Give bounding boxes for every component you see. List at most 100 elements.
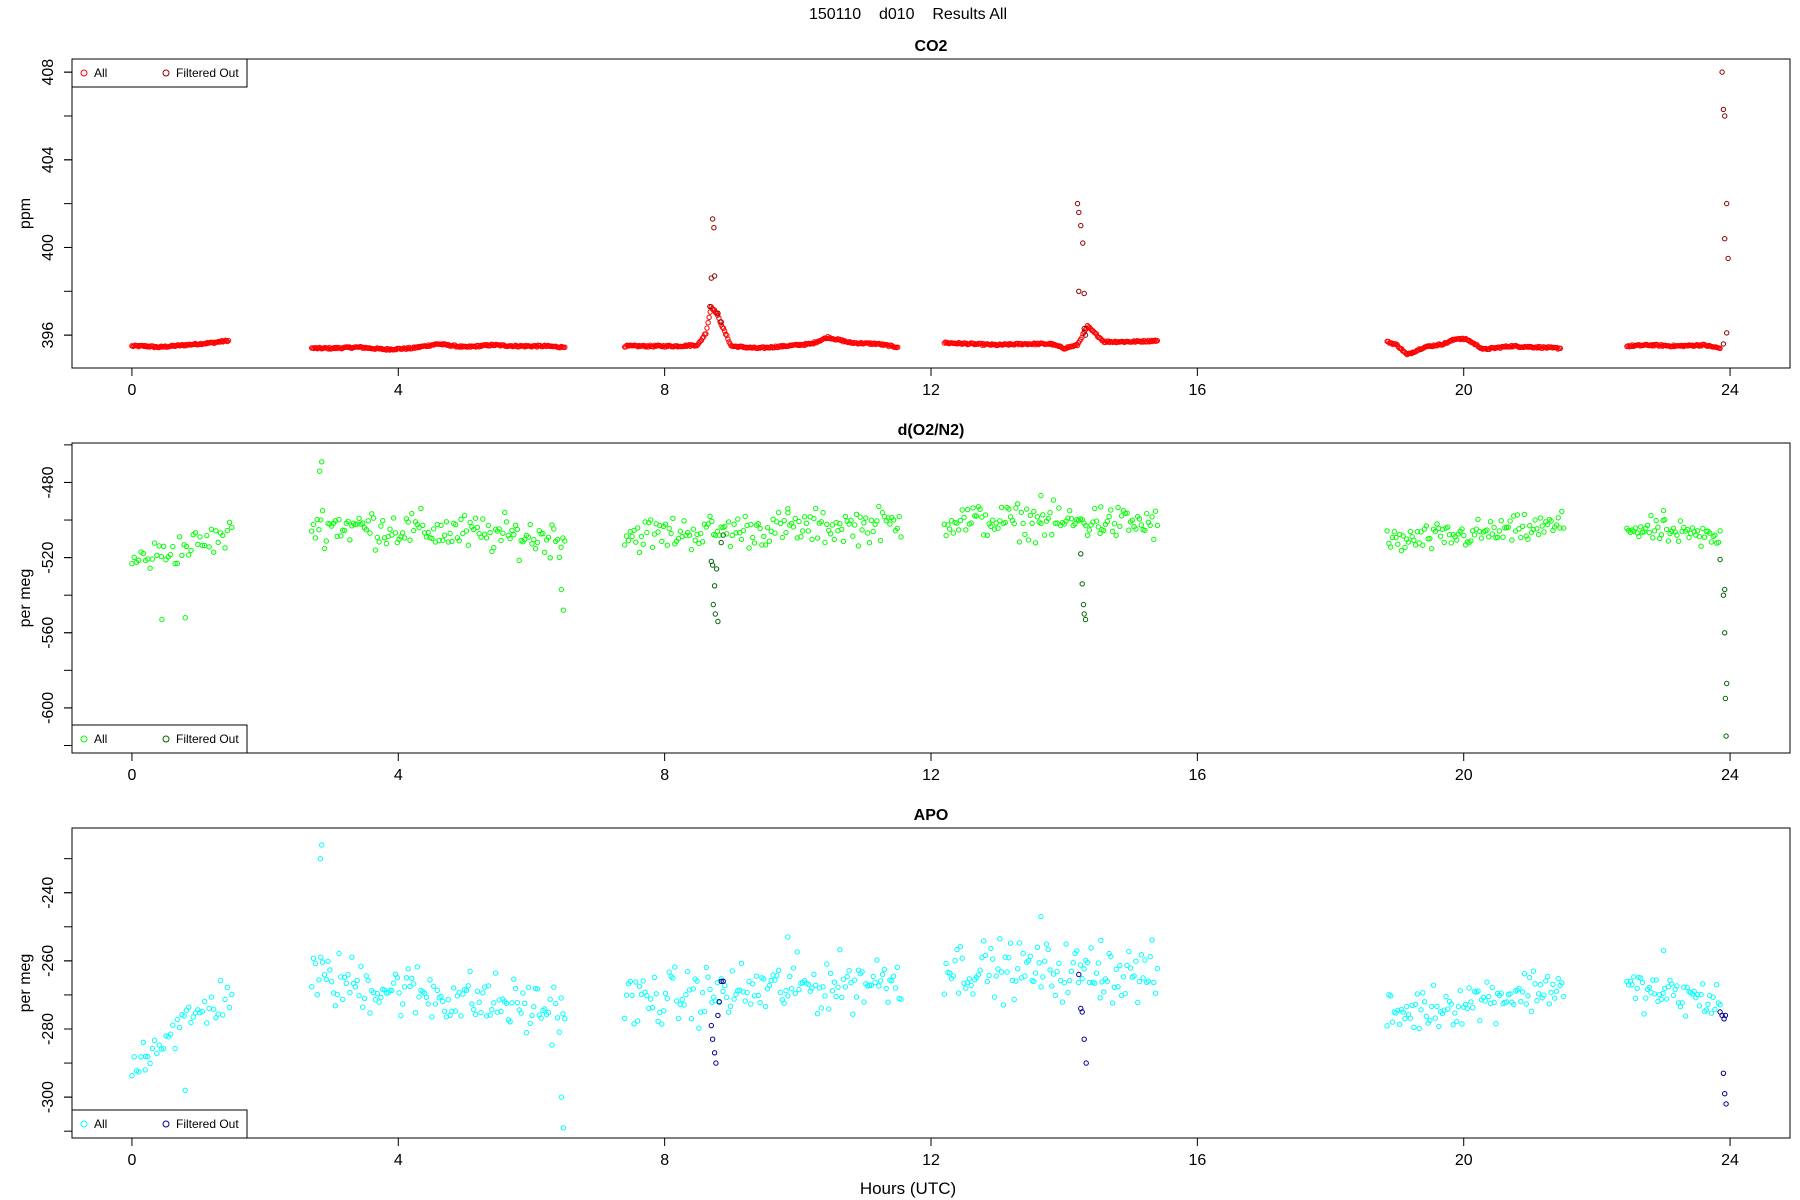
data-point-all — [438, 993, 444, 1000]
data-point-all — [1041, 532, 1048, 538]
data-point-all — [467, 519, 473, 526]
data-point-all — [1696, 343, 1702, 349]
data-point-all — [131, 554, 137, 560]
data-point-all — [1710, 994, 1716, 1000]
data-point-all — [167, 551, 174, 558]
data-point-all — [857, 514, 863, 520]
data-point-all — [319, 459, 325, 465]
data-point-all — [349, 954, 355, 960]
data-point-all — [545, 534, 552, 540]
data-point-all — [696, 1025, 702, 1031]
data-point-all — [1133, 526, 1139, 532]
data-point-all — [720, 325, 727, 331]
data-point-all — [952, 958, 958, 964]
data-point-all — [401, 535, 408, 541]
data-point-all — [1519, 989, 1526, 995]
data-point-all — [354, 521, 360, 527]
data-point-all — [750, 981, 756, 987]
data-point-all — [529, 541, 535, 547]
data-point-all — [206, 544, 212, 550]
data-point-all — [783, 987, 789, 994]
data-point-all — [973, 513, 980, 519]
data-point-all — [668, 530, 674, 537]
data-point-all — [1032, 540, 1039, 546]
x-tick-label: 0 — [127, 382, 136, 399]
data-point-all — [483, 535, 490, 541]
data-point-all — [1434, 521, 1440, 527]
data-point-all — [642, 519, 648, 525]
data-point-filtered — [716, 999, 722, 1005]
chart-title-apo: APO — [914, 807, 949, 824]
data-point-all — [1634, 985, 1640, 991]
data-point-all — [1646, 984, 1653, 991]
data-point-all — [1136, 516, 1143, 522]
data-point-all — [461, 512, 468, 519]
data-point-all — [803, 520, 810, 526]
data-point-all — [755, 992, 761, 999]
y-tick-label: -260 — [40, 945, 57, 977]
data-point-all — [1108, 953, 1114, 960]
data-point-all — [705, 320, 711, 326]
data-point-all — [694, 978, 700, 984]
data-point-all — [766, 982, 773, 989]
data-point-all — [1154, 965, 1161, 972]
data-point-all — [1002, 954, 1008, 960]
data-point-filtered — [1076, 288, 1082, 294]
x-tick-label: 4 — [394, 767, 403, 784]
data-point-all — [532, 546, 539, 552]
data-point-all — [1384, 528, 1390, 534]
data-point-all — [418, 505, 424, 512]
legend-marker-all — [80, 1120, 88, 1128]
data-point-all — [1482, 998, 1488, 1004]
data-point-all — [551, 526, 557, 532]
data-point-all — [977, 506, 983, 512]
data-point-all — [1050, 497, 1057, 503]
data-point-all — [182, 1087, 188, 1094]
data-point-all — [476, 999, 482, 1005]
data-point-all — [469, 1001, 475, 1007]
data-point-all — [1395, 541, 1401, 547]
data-point-all — [1682, 1013, 1689, 1019]
data-point-all — [420, 522, 426, 528]
data-point-all — [643, 344, 649, 350]
data-point-all — [675, 1015, 682, 1022]
data-point-all — [1557, 345, 1564, 351]
data-point-all — [1527, 523, 1533, 529]
data-point-all — [1663, 526, 1670, 533]
data-point-all — [853, 994, 860, 1000]
data-point-all — [380, 518, 386, 524]
data-point-all — [1124, 962, 1130, 969]
data-point-all — [1437, 533, 1444, 539]
data-point-all — [158, 553, 165, 560]
data-point-all — [646, 1005, 652, 1011]
data-point-all — [1054, 520, 1060, 526]
data-point-all — [846, 968, 852, 974]
data-point-all — [1002, 519, 1008, 526]
data-point-all — [1646, 529, 1653, 536]
data-point-all — [1701, 534, 1708, 540]
data-point-all — [1106, 513, 1112, 520]
data-point-all — [318, 517, 324, 523]
data-point-all — [354, 977, 360, 983]
data-point-all — [1494, 534, 1501, 540]
data-point-all — [1113, 532, 1119, 539]
data-point-all — [1421, 999, 1428, 1005]
data-point-all — [186, 552, 192, 558]
data-point-all — [1031, 978, 1037, 985]
data-point-all — [441, 532, 448, 538]
data-point-all — [549, 1042, 555, 1048]
data-point-all — [805, 528, 811, 534]
data-point-all — [1065, 989, 1071, 996]
data-point-all — [514, 999, 521, 1006]
data-point-all — [827, 970, 834, 977]
data-point-all — [1074, 342, 1081, 349]
data-point-all — [1658, 532, 1665, 538]
data-point-all — [445, 997, 451, 1003]
data-point-all — [1095, 524, 1102, 530]
data-point-all — [197, 534, 203, 540]
data-point-filtered — [1083, 1060, 1089, 1066]
data-point-all — [1020, 950, 1026, 957]
data-point-all — [1007, 940, 1014, 946]
data-point-filtered — [718, 319, 724, 325]
data-point-all — [190, 1014, 196, 1020]
